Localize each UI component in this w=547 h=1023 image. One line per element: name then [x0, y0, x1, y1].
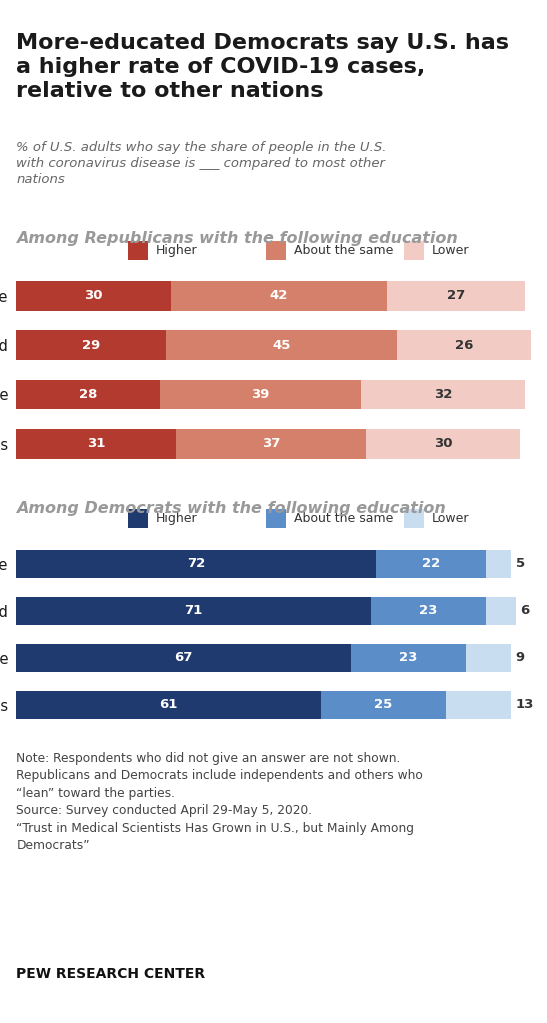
- Text: 37: 37: [262, 438, 280, 450]
- Bar: [387, 281, 526, 311]
- Text: 27: 27: [447, 290, 465, 302]
- Bar: [160, 380, 361, 409]
- Bar: [128, 509, 148, 528]
- Bar: [16, 596, 371, 625]
- Text: 25: 25: [374, 699, 392, 711]
- Bar: [361, 380, 526, 409]
- Bar: [366, 429, 520, 458]
- Bar: [16, 330, 166, 360]
- Bar: [404, 241, 423, 260]
- Text: Among Democrats with the following education: Among Democrats with the following educa…: [16, 501, 446, 517]
- Bar: [371, 596, 486, 625]
- Text: About the same: About the same: [294, 243, 393, 257]
- Bar: [16, 691, 321, 719]
- Bar: [128, 241, 148, 260]
- Text: 39: 39: [252, 388, 270, 401]
- Text: About the same: About the same: [294, 512, 393, 525]
- Text: 42: 42: [270, 290, 288, 302]
- Text: 29: 29: [82, 339, 100, 352]
- Text: 31: 31: [87, 438, 105, 450]
- Text: 32: 32: [434, 388, 452, 401]
- Text: 22: 22: [422, 558, 440, 570]
- Text: 28: 28: [79, 388, 97, 401]
- Text: Lower: Lower: [432, 512, 469, 525]
- Text: Note: Respondents who did not give an answer are not shown.
Republicans and Demo: Note: Respondents who did not give an an…: [16, 752, 423, 852]
- Bar: [16, 643, 351, 672]
- Text: 71: 71: [184, 605, 203, 617]
- Bar: [397, 330, 531, 360]
- Text: Higher: Higher: [156, 243, 197, 257]
- Text: 5: 5: [516, 558, 525, 570]
- Bar: [266, 509, 286, 528]
- Bar: [171, 281, 387, 311]
- Text: 9: 9: [516, 652, 525, 664]
- Bar: [166, 330, 397, 360]
- Text: More-educated Democrats say U.S. has
a higher rate of COVID-19 cases,
relative t: More-educated Democrats say U.S. has a h…: [16, 33, 509, 100]
- Text: 13: 13: [516, 699, 534, 711]
- Bar: [486, 596, 516, 625]
- Text: Among Republicans with the following education: Among Republicans with the following edu…: [16, 231, 458, 247]
- Bar: [465, 643, 510, 672]
- Bar: [351, 643, 465, 672]
- Text: 30: 30: [434, 438, 452, 450]
- Bar: [446, 691, 510, 719]
- Bar: [16, 429, 176, 458]
- Bar: [16, 281, 171, 311]
- Text: 72: 72: [187, 558, 205, 570]
- Bar: [266, 241, 286, 260]
- Text: % of U.S. adults who say the share of people in the U.S.
with coronavirus diseas: % of U.S. adults who say the share of pe…: [16, 141, 387, 186]
- Text: Higher: Higher: [156, 512, 197, 525]
- Bar: [376, 549, 486, 578]
- Text: 6: 6: [521, 605, 530, 617]
- Text: 67: 67: [174, 652, 193, 664]
- Text: 26: 26: [455, 339, 473, 352]
- Text: 61: 61: [160, 699, 178, 711]
- Bar: [16, 549, 376, 578]
- Text: PEW RESEARCH CENTER: PEW RESEARCH CENTER: [16, 967, 206, 981]
- Text: 23: 23: [399, 652, 417, 664]
- Bar: [486, 549, 510, 578]
- Bar: [404, 509, 423, 528]
- Bar: [176, 429, 366, 458]
- Text: 23: 23: [419, 605, 438, 617]
- Text: Lower: Lower: [432, 243, 469, 257]
- Text: 45: 45: [272, 339, 290, 352]
- Bar: [321, 691, 446, 719]
- Text: 30: 30: [84, 290, 103, 302]
- Bar: [16, 380, 160, 409]
